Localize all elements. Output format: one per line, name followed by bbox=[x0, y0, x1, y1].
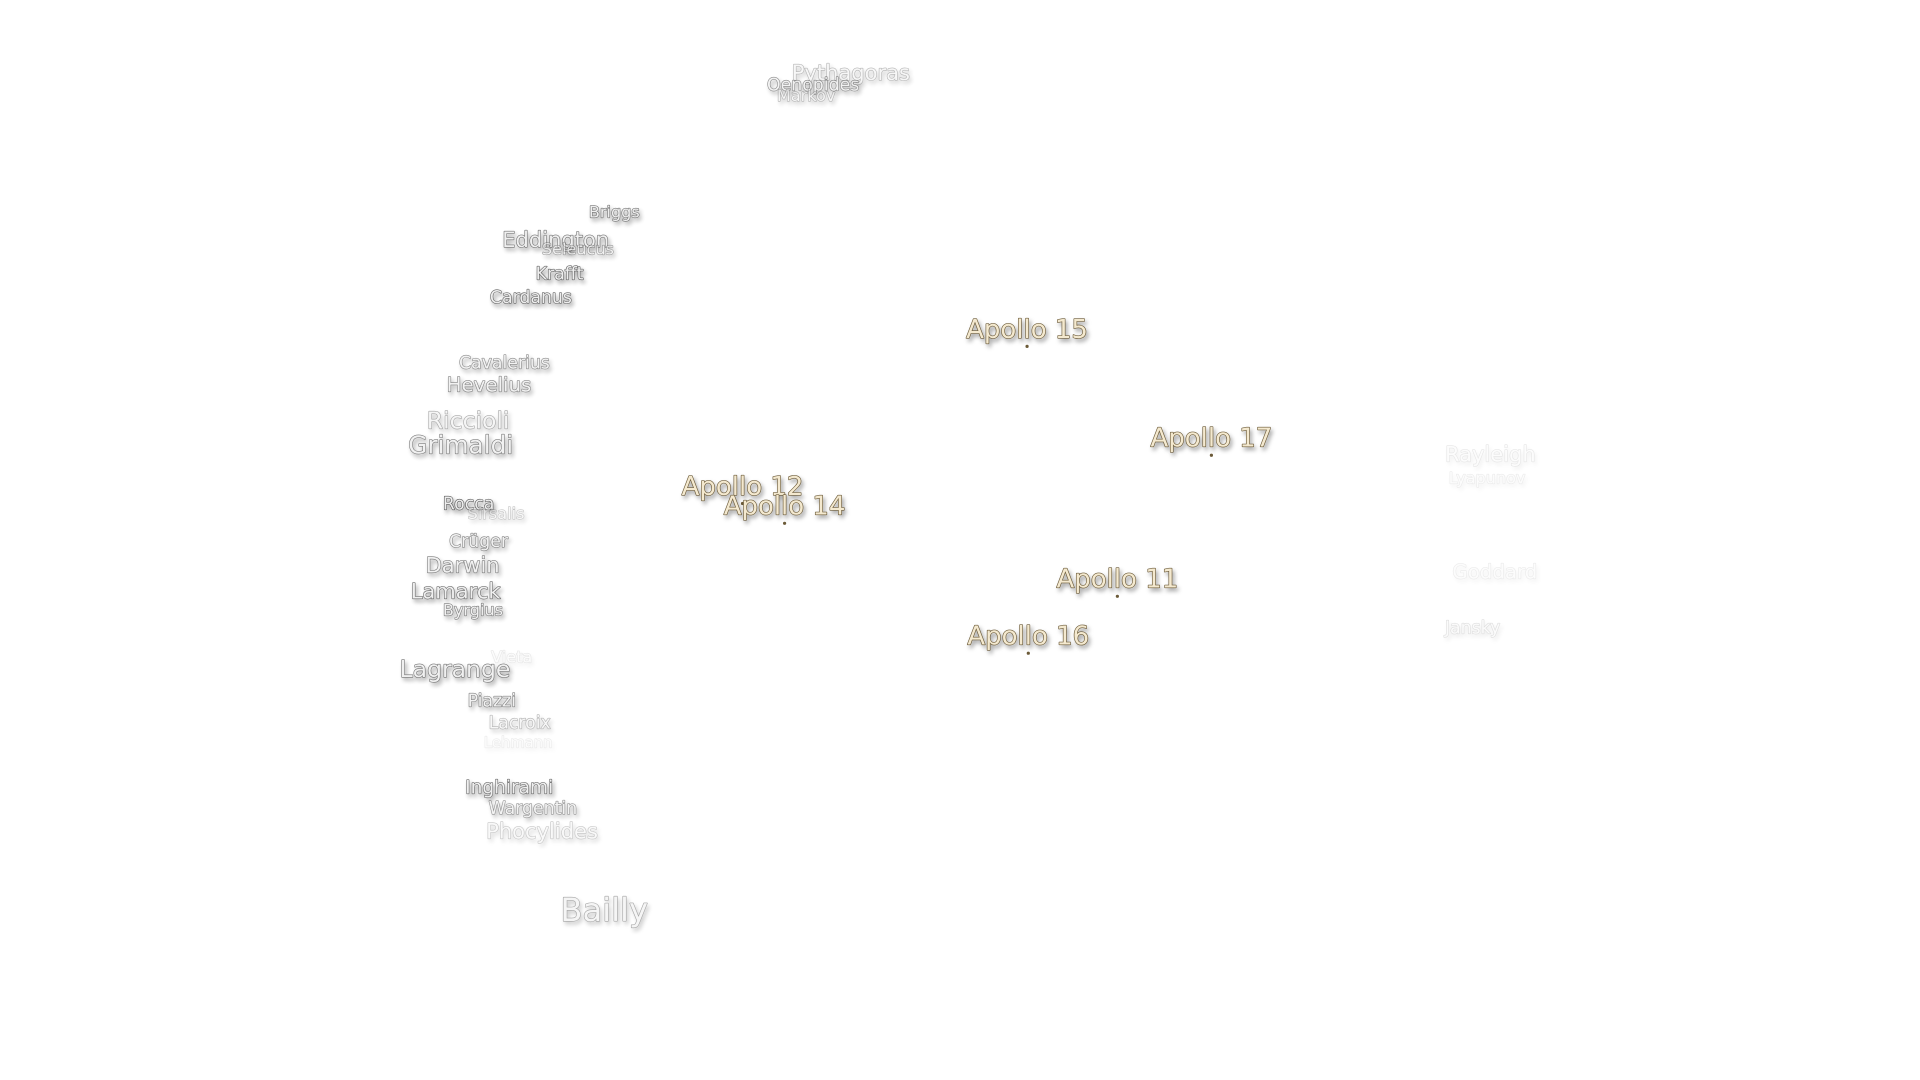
crater-label: Piazzi bbox=[468, 691, 516, 711]
crater-label: Krafft bbox=[536, 265, 584, 285]
crater-label: Grimaldi bbox=[408, 431, 513, 460]
crater-label: Lyapunov bbox=[1449, 468, 1526, 487]
apollo-site-marker bbox=[1026, 651, 1030, 655]
apollo-site-label: Apollo 15 bbox=[966, 315, 1088, 345]
crater-label: Crüger bbox=[449, 532, 509, 552]
crater-label: Jansky bbox=[1444, 618, 1500, 638]
apollo-site-marker bbox=[1115, 594, 1119, 598]
crater-label: Lamarck bbox=[411, 579, 502, 604]
apollo-site-marker bbox=[1025, 344, 1029, 348]
crater-label: Byrgius bbox=[443, 601, 503, 620]
crater-label: Sirsalis bbox=[468, 504, 525, 523]
apollo-site-label: Apollo 14 bbox=[724, 492, 846, 522]
crater-label: Lacroix bbox=[489, 714, 551, 734]
crater-label: Riccioli bbox=[427, 406, 510, 434]
crater-label: Goddard bbox=[1452, 560, 1537, 583]
crater-label: Pythagoras bbox=[792, 60, 910, 85]
crater-label: Darwin bbox=[426, 553, 500, 578]
apollo-site-label: Apollo 16 bbox=[967, 622, 1089, 652]
crater-label: Oenopides bbox=[767, 75, 859, 95]
crater-label: Bailly bbox=[560, 891, 648, 929]
crater-label: Lagrange bbox=[400, 655, 511, 683]
crater-label: Seleucus bbox=[542, 239, 614, 258]
crater-label: Lehmann bbox=[484, 735, 553, 752]
crater-label: Cavalerius bbox=[459, 354, 550, 374]
crater-label: Rocca bbox=[443, 495, 494, 515]
apollo-site-marker bbox=[782, 521, 787, 525]
apollo-site-label: Apollo 11 bbox=[1056, 565, 1178, 595]
crater-label: Briggs bbox=[589, 202, 640, 221]
crater-label: Hevelius bbox=[447, 373, 532, 396]
apollo-site-marker bbox=[1209, 453, 1213, 457]
crater-label: Phocylides bbox=[486, 819, 598, 844]
crater-label: Inghirami bbox=[465, 778, 553, 799]
apollo-site-label: Apollo 17 bbox=[1151, 424, 1273, 454]
crater-label: Cardanus bbox=[490, 288, 572, 308]
crater-label: Markov bbox=[777, 86, 836, 105]
apollo-site-marker bbox=[740, 501, 745, 506]
crater-label: Vieta bbox=[491, 648, 532, 667]
crater-label: Eddington bbox=[502, 227, 609, 252]
crater-label: Wargentin bbox=[489, 799, 578, 819]
crater-label: Rayleigh bbox=[1445, 441, 1536, 466]
apollo-site-label: Apollo 12 bbox=[682, 472, 804, 502]
